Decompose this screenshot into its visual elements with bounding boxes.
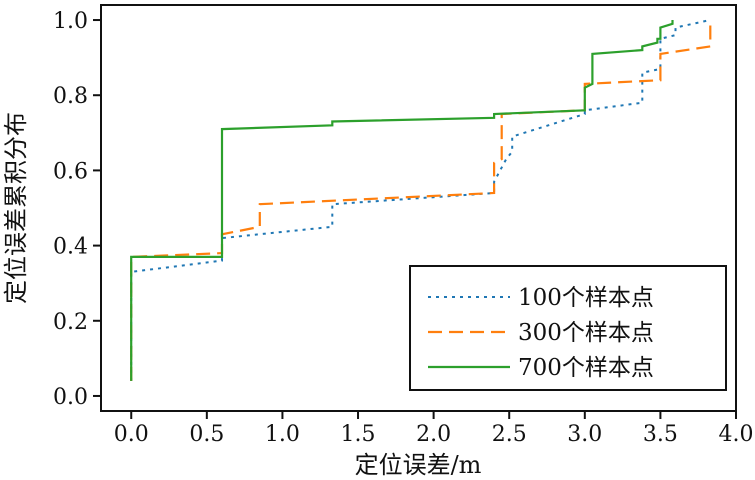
y-tick-label: 0.2 <box>53 310 88 335</box>
x-tick-label: 1.5 <box>341 422 376 447</box>
x-tick-label: 2.5 <box>492 422 527 447</box>
series-line-2 <box>130 20 712 381</box>
y-axis-label: 定位误差累积分布 <box>2 112 30 304</box>
series-layer <box>130 19 712 381</box>
y-axis-ticks: 0.0 0.2 0.4 0.6 0.8 1.0 <box>53 9 101 410</box>
y-tick-label: 0.4 <box>53 235 88 260</box>
series-line-3 <box>130 20 674 381</box>
x-axis-ticks: 0.0 0.5 1.0 1.5 2.0 2.5 3.0 3.5 4.0 <box>114 411 754 447</box>
y-tick-label: 0.8 <box>53 84 88 109</box>
x-tick-label: 3.0 <box>567 422 602 447</box>
x-tick-label: 1.0 <box>265 422 300 447</box>
x-tick-label: 0.0 <box>114 422 149 447</box>
x-tick-label: 0.5 <box>189 422 224 447</box>
legend-label-1: 100个样本点 <box>518 285 654 311</box>
y-tick-label: 0.6 <box>53 159 88 184</box>
legend-box <box>409 265 727 391</box>
plot-frame <box>100 4 737 412</box>
x-tick-label: 4.0 <box>719 422 754 447</box>
legend-label-2: 300个样本点 <box>518 320 654 346</box>
x-tick-label: 3.5 <box>643 422 678 447</box>
y-tick-label: 0.0 <box>53 385 88 410</box>
x-tick-label: 2.0 <box>416 422 451 447</box>
y-tick-label: 1.0 <box>53 9 88 34</box>
x-axis-label: 定位误差/m <box>355 451 482 479</box>
legend: 100个样本点 300个样本点 700个样本点 <box>409 265 727 391</box>
series-line-1 <box>130 19 711 381</box>
legend-label-3: 700个样本点 <box>518 355 654 381</box>
